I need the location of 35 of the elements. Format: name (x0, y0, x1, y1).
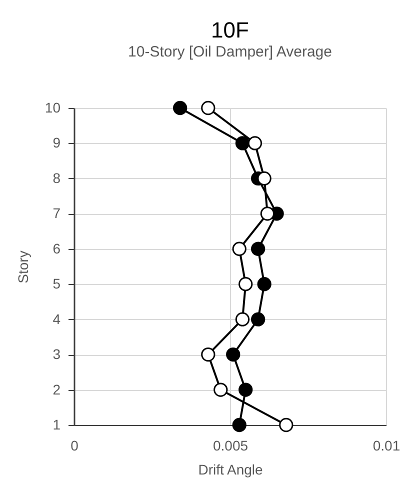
x-tick-label: 0.005 (212, 438, 248, 454)
point (214, 382, 228, 397)
x-axis-title: Drift Angle (198, 462, 264, 478)
y-axis-title: Story (14, 250, 31, 284)
point (238, 277, 253, 292)
y-tick-label: 10 (44, 100, 61, 116)
point (232, 418, 246, 432)
point (235, 312, 250, 326)
y-tick-label: 5 (52, 276, 61, 292)
point (173, 100, 188, 116)
y-tick-label: 6 (52, 240, 61, 256)
chart-subtitle: 10-Story [Oil Damper] Average (128, 44, 332, 61)
y-tick-label: 7 (52, 205, 61, 222)
point (257, 171, 272, 186)
y-tick-label: 8 (52, 170, 61, 186)
point (260, 206, 275, 221)
point (235, 136, 250, 150)
point (238, 382, 253, 397)
y-tick-label: 3 (52, 346, 61, 362)
y-tick-label: 4 (52, 310, 61, 327)
x-tick-label: 0 (70, 438, 79, 454)
point (226, 347, 240, 362)
y-tick-label: 2 (52, 381, 61, 398)
point (232, 242, 246, 256)
point (257, 277, 272, 292)
point (248, 136, 262, 150)
point (279, 418, 294, 432)
y-tick-label: 9 (52, 134, 61, 151)
x-tick-label: 0.01 (372, 438, 400, 454)
y-tick-label: 1 (52, 416, 61, 432)
point (201, 100, 216, 116)
point (251, 242, 266, 256)
chart-title: 10F (211, 18, 249, 43)
point (201, 347, 216, 362)
point (251, 312, 266, 326)
